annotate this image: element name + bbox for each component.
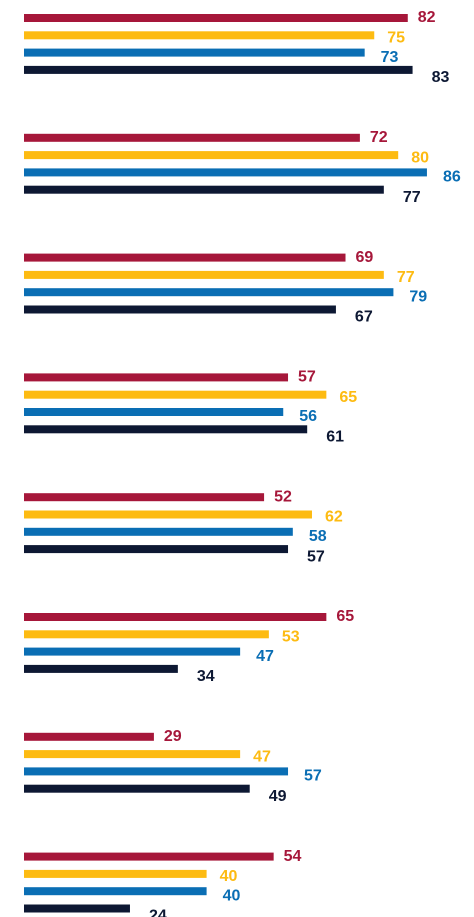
bar — [24, 151, 399, 160]
bar — [24, 527, 293, 536]
bar — [24, 887, 207, 896]
bar — [24, 493, 265, 502]
value-label: 47 — [256, 648, 274, 665]
bar — [24, 630, 269, 639]
bar — [24, 750, 241, 759]
value-label: 67 — [355, 309, 373, 326]
bar — [24, 647, 241, 656]
value-label: 82 — [418, 9, 436, 26]
value-label: 65 — [339, 389, 357, 406]
bar — [24, 767, 289, 776]
bar — [24, 425, 308, 434]
value-label: 83 — [432, 69, 450, 86]
bar — [24, 270, 384, 279]
bar — [24, 185, 384, 194]
value-label: 47 — [253, 748, 271, 765]
value-label: 54 — [284, 848, 302, 865]
bar — [24, 31, 375, 40]
value-label: 53 — [282, 629, 300, 646]
bar — [24, 373, 289, 382]
value-label: 69 — [356, 249, 374, 266]
bar — [24, 613, 327, 621]
value-label: 34 — [197, 668, 215, 685]
bar — [24, 510, 312, 519]
bar — [24, 48, 365, 57]
value-label: 62 — [325, 509, 343, 526]
value-label: 86 — [443, 169, 461, 186]
value-label: 80 — [411, 149, 429, 166]
value-label: 57 — [304, 768, 322, 785]
bar — [24, 65, 413, 74]
value-label: 65 — [336, 608, 354, 625]
value-label: 52 — [274, 488, 292, 505]
value-label: 29 — [164, 728, 182, 745]
value-label: 73 — [381, 49, 399, 66]
bar — [24, 784, 250, 793]
bar — [24, 14, 408, 22]
bar — [24, 408, 284, 416]
bar — [24, 288, 394, 297]
value-label: 79 — [409, 288, 427, 305]
bar — [24, 664, 178, 673]
value-label: 61 — [326, 429, 344, 446]
bar — [24, 732, 154, 741]
bar — [24, 904, 130, 913]
bar — [24, 168, 427, 177]
bar — [24, 133, 360, 142]
value-label: 56 — [299, 408, 317, 425]
value-label: 49 — [269, 788, 287, 805]
value-label: 75 — [387, 30, 405, 47]
value-label: 77 — [397, 269, 415, 286]
value-label: 58 — [309, 528, 327, 545]
bar — [24, 852, 274, 861]
bar — [24, 253, 346, 262]
value-label: 72 — [370, 129, 388, 146]
value-label: 77 — [403, 189, 421, 206]
value-label: 24 — [149, 908, 167, 917]
bar — [24, 390, 327, 399]
value-label: 57 — [307, 548, 325, 565]
value-label: 40 — [220, 868, 238, 885]
bar — [24, 869, 207, 878]
bar — [24, 545, 289, 554]
value-label: 40 — [223, 887, 241, 904]
bar — [24, 305, 336, 314]
value-label: 57 — [298, 369, 316, 386]
